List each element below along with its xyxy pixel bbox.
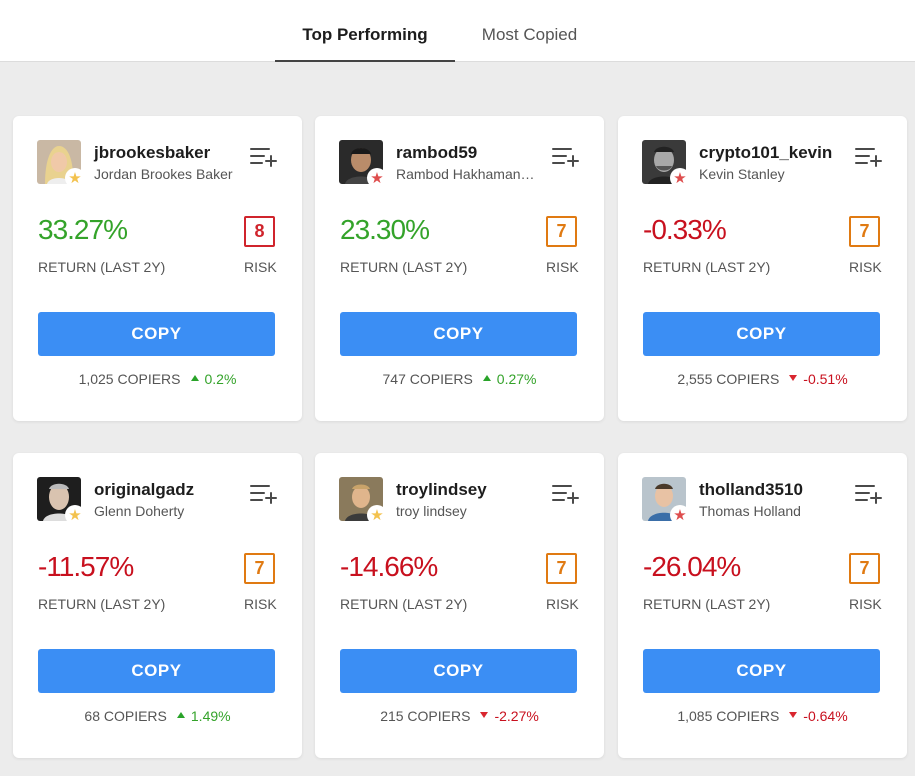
copy-button[interactable]: COPY xyxy=(340,649,577,693)
full-name: Kevin Stanley xyxy=(699,166,785,182)
avatar-wrap: ★ xyxy=(37,140,85,188)
risk-score-badge: 8 xyxy=(244,216,275,247)
add-to-watchlist-icon[interactable] xyxy=(551,146,579,168)
copiers-change: 0.27% xyxy=(496,371,537,387)
tab-top-performing[interactable]: Top Performing xyxy=(275,0,455,62)
risk-score-badge: 7 xyxy=(546,216,577,247)
copiers-count: 215 COPIERS xyxy=(380,708,471,724)
triangle-down-icon xyxy=(789,712,798,719)
risk-label: RISK xyxy=(244,259,277,275)
avatar-wrap: ★ xyxy=(642,140,690,188)
star-icon: ★ xyxy=(65,168,85,188)
star-icon: ★ xyxy=(367,168,387,188)
risk-score-badge: 7 xyxy=(849,553,880,584)
risk-score-badge: 7 xyxy=(849,216,880,247)
return-label: RETURN (LAST 2Y) xyxy=(643,259,771,275)
risk-label: RISK xyxy=(546,596,579,612)
copy-button[interactable]: COPY xyxy=(643,649,880,693)
trader-card[interactable]: ★ rambod59 Rambod Hakhamanesh 23.30% RET… xyxy=(315,116,604,421)
copy-button[interactable]: COPY xyxy=(340,312,577,356)
trader-card[interactable]: ★ crypto101_kevin Kevin Stanley -0.33% R… xyxy=(618,116,907,421)
copiers-count: 68 COPIERS xyxy=(84,708,167,724)
risk-label: RISK xyxy=(546,259,579,275)
trader-card[interactable]: ★ jbrookesbaker Jordan Brookes Baker 33.… xyxy=(13,116,302,421)
add-to-watchlist-icon[interactable] xyxy=(249,146,277,168)
username[interactable]: jbrookesbaker xyxy=(94,143,211,162)
username[interactable]: originalgadz xyxy=(94,480,195,499)
triangle-down-icon xyxy=(480,712,489,719)
full-name: Glenn Doherty xyxy=(94,503,185,519)
return-value: -0.33% xyxy=(643,214,727,245)
copy-button[interactable]: COPY xyxy=(38,649,275,693)
copiers-stats: 2,555 COPIERS -0.51% xyxy=(618,371,907,387)
avatar-wrap: ★ xyxy=(37,477,85,525)
risk-label: RISK xyxy=(849,596,882,612)
full-name: Thomas Holland xyxy=(699,503,801,519)
copiers-stats: 215 COPIERS -2.27% xyxy=(315,708,604,724)
return-label: RETURN (LAST 2Y) xyxy=(38,259,166,275)
return-label: RETURN (LAST 2Y) xyxy=(340,596,468,612)
copiers-count: 1,025 COPIERS xyxy=(78,371,181,387)
copiers-stats: 747 COPIERS 0.27% xyxy=(315,371,604,387)
copiers-count: 2,555 COPIERS xyxy=(677,371,780,387)
username[interactable]: troylindsey xyxy=(396,480,487,499)
trader-card[interactable]: ★ originalgadz Glenn Doherty -11.57% RET… xyxy=(13,453,302,758)
triangle-up-icon xyxy=(190,375,199,382)
copy-button[interactable]: COPY xyxy=(38,312,275,356)
username[interactable]: rambod59 xyxy=(396,143,478,162)
top-tab-bar: Top Performing Most Copied xyxy=(0,0,915,62)
return-value: -26.04% xyxy=(643,551,741,582)
avatar-wrap: ★ xyxy=(339,477,387,525)
triangle-down-icon xyxy=(789,375,798,382)
risk-label: RISK xyxy=(244,596,277,612)
return-value: 33.27% xyxy=(38,214,128,245)
return-value: -11.57% xyxy=(38,551,134,582)
copiers-change: -0.64% xyxy=(803,708,848,724)
copiers-change: 1.49% xyxy=(190,708,231,724)
full-name: Jordan Brookes Baker xyxy=(94,166,233,182)
star-icon: ★ xyxy=(367,505,387,525)
add-to-watchlist-icon[interactable] xyxy=(854,483,882,505)
copiers-count: 1,085 COPIERS xyxy=(677,708,780,724)
full-name: troy lindsey xyxy=(396,503,467,519)
star-icon: ★ xyxy=(65,505,85,525)
username[interactable]: tholland3510 xyxy=(699,480,803,499)
copiers-change: -2.27% xyxy=(494,708,539,724)
return-label: RETURN (LAST 2Y) xyxy=(643,596,771,612)
triangle-up-icon xyxy=(482,375,491,382)
risk-label: RISK xyxy=(849,259,882,275)
star-icon: ★ xyxy=(670,168,690,188)
return-label: RETURN (LAST 2Y) xyxy=(340,259,468,275)
return-value: -14.66% xyxy=(340,551,438,582)
risk-score-badge: 7 xyxy=(546,553,577,584)
star-icon: ★ xyxy=(670,505,690,525)
add-to-watchlist-icon[interactable] xyxy=(854,146,882,168)
tab-most-copied[interactable]: Most Copied xyxy=(481,25,578,44)
copiers-stats: 68 COPIERS 1.49% xyxy=(13,708,302,724)
username[interactable]: crypto101_kevin xyxy=(699,143,833,162)
copiers-change: 0.2% xyxy=(204,371,237,387)
copy-button[interactable]: COPY xyxy=(643,312,880,356)
copiers-count: 747 COPIERS xyxy=(382,371,473,387)
return-value: 23.30% xyxy=(340,214,430,245)
avatar-wrap: ★ xyxy=(339,140,387,188)
add-to-watchlist-icon[interactable] xyxy=(551,483,579,505)
trader-card[interactable]: ★ tholland3510 Thomas Holland -26.04% RE… xyxy=(618,453,907,758)
copiers-stats: 1,085 COPIERS -0.64% xyxy=(618,708,907,724)
trader-card[interactable]: ★ troylindsey troy lindsey -14.66% RETUR… xyxy=(315,453,604,758)
return-label: RETURN (LAST 2Y) xyxy=(38,596,166,612)
triangle-up-icon xyxy=(176,712,185,719)
full-name: Rambod Hakhamanesh xyxy=(396,166,542,182)
copiers-stats: 1,025 COPIERS 0.2% xyxy=(13,371,302,387)
copiers-change: -0.51% xyxy=(803,371,848,387)
risk-score-badge: 7 xyxy=(244,553,275,584)
avatar-wrap: ★ xyxy=(642,477,690,525)
add-to-watchlist-icon[interactable] xyxy=(249,483,277,505)
